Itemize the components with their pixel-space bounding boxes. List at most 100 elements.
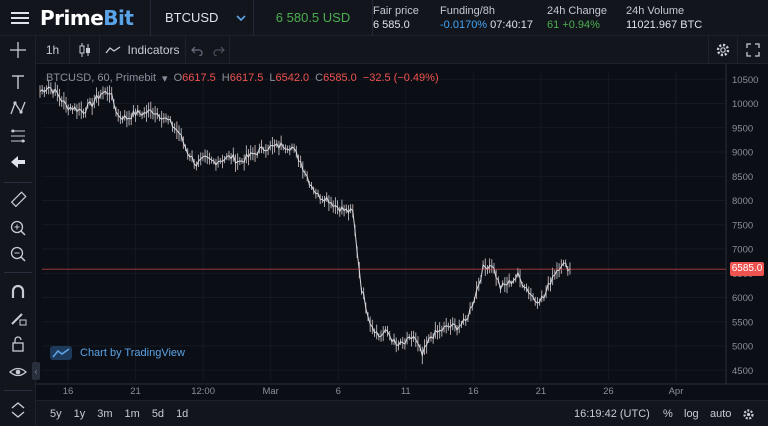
zoom-out-icon xyxy=(10,246,26,262)
undo-button[interactable] xyxy=(186,36,208,64)
gear-icon xyxy=(743,409,754,420)
pattern-icon xyxy=(10,101,26,115)
brand-logo[interactable]: PrimeBit xyxy=(40,5,134,30)
text-icon xyxy=(12,75,24,89)
range-button-3m[interactable]: 3m xyxy=(97,407,113,420)
percent-toggle[interactable]: % xyxy=(663,408,673,420)
volume-label: 24h Volume xyxy=(626,5,685,17)
collapse-tool[interactable] xyxy=(4,398,32,422)
price-chart[interactable]: 1050010000950090008500800075007000650060… xyxy=(32,64,768,400)
tradingview-badge[interactable]: Chart by TradingView xyxy=(50,346,185,360)
legend-low-label: L xyxy=(269,72,276,84)
x-tick-label: 21 xyxy=(536,386,547,397)
indicators-button[interactable]: Indicators xyxy=(100,35,186,64)
legend-change: −32.5 (−0.49%) xyxy=(362,72,439,84)
redo-button[interactable] xyxy=(208,35,230,64)
fair-price-value: 6 585.0 xyxy=(373,19,410,31)
divider xyxy=(253,0,254,36)
magnet-tool[interactable] xyxy=(4,280,32,304)
fib-tool[interactable] xyxy=(4,124,32,148)
x-tick-label: 12:00 xyxy=(191,386,215,397)
toolbar-divider xyxy=(4,272,32,273)
tradingview-badge-label: Chart by TradingView xyxy=(80,347,185,359)
auto-toggle[interactable]: auto xyxy=(710,408,732,420)
fair-price-label: Fair price xyxy=(373,5,419,17)
ruler-tool[interactable] xyxy=(4,188,32,212)
drawing-toolbar xyxy=(0,36,36,426)
legend-symbol: BTCUSD, 60, Primebit xyxy=(46,72,157,84)
y-tick-label: 4500 xyxy=(732,366,753,377)
change-stat: 24h Change 61 +0.94% xyxy=(547,4,607,32)
x-tick-label: 16 xyxy=(468,386,479,397)
cross-cursor-icon xyxy=(10,42,26,58)
pattern-tool[interactable] xyxy=(4,96,32,120)
magnet-icon xyxy=(11,284,25,298)
chevron-down-icon xyxy=(236,14,247,21)
ohlc-legend: BTCUSD, 60, Primebit ▾ O6617.5 H6617.5 L… xyxy=(46,72,439,85)
y-tick-label: 6000 xyxy=(732,293,753,304)
divider xyxy=(150,0,151,36)
legend-close-label: C xyxy=(315,72,324,84)
legend-open: 6617.5 xyxy=(182,72,216,84)
menu-button[interactable] xyxy=(0,0,40,36)
range-button-5y[interactable]: 5y xyxy=(50,407,62,420)
fullscreen-button[interactable] xyxy=(738,36,768,64)
top-header: PrimeBit BTCUSD 6 580.5 USD Fair price 6… xyxy=(0,0,768,36)
eye-icon xyxy=(9,367,27,377)
legend-close: 6585.0 xyxy=(323,72,357,84)
price-series-line xyxy=(39,86,571,358)
range-button-1m[interactable]: 1m xyxy=(124,407,140,420)
fibonacci-icon xyxy=(11,129,25,143)
chevron-up-down-icon xyxy=(11,402,25,418)
symbol-label: BTCUSD xyxy=(165,10,219,25)
back-tool[interactable] xyxy=(4,150,32,174)
settings-button[interactable] xyxy=(708,35,738,64)
visibility-tool[interactable] xyxy=(4,360,32,384)
lock-drawing-tool[interactable] xyxy=(4,306,32,330)
candles-icon xyxy=(79,42,90,57)
legend-dropdown-icon[interactable]: ▾ xyxy=(162,73,168,85)
range-button-1d[interactable]: 1d xyxy=(176,407,189,420)
chart-type-button[interactable] xyxy=(70,35,100,64)
current-price-tag: 6585.0 xyxy=(730,262,764,277)
divider xyxy=(372,0,373,36)
collapse-toolbar-handle[interactable]: ‹ xyxy=(32,362,40,380)
change-value: 61 +0.94% xyxy=(547,19,600,31)
zoom-out-tool[interactable] xyxy=(4,242,32,266)
ruler-icon xyxy=(10,191,27,208)
chart-canvas[interactable]: 1050010000950090008500800075007000650060… xyxy=(36,64,768,400)
pencil-lock-icon xyxy=(11,313,27,326)
range-button-1y[interactable]: 1y xyxy=(73,407,86,420)
gear-icon xyxy=(716,43,730,56)
zoom-in-icon xyxy=(10,220,26,236)
range-button-5d[interactable]: 5d xyxy=(151,407,165,420)
text-tool[interactable] xyxy=(4,70,32,94)
utc-clock[interactable]: 16:19:42 (UTC) xyxy=(574,408,650,420)
lock-tool[interactable] xyxy=(4,332,32,356)
symbol-selector[interactable]: BTCUSD xyxy=(151,0,253,36)
range-buttons: 5y 1y 3m 1m 5d 1d xyxy=(36,408,194,420)
indicators-icon xyxy=(105,45,121,53)
chart-settings-button[interactable] xyxy=(742,401,755,426)
y-tick-label: 9500 xyxy=(732,123,753,134)
volume-value: 11021.967 BTC xyxy=(626,19,703,31)
cursor-tool[interactable] xyxy=(4,38,32,62)
tradingview-logo-icon xyxy=(50,346,72,360)
last-price: 6 580.5 USD xyxy=(275,10,351,25)
lock-icon xyxy=(12,336,24,352)
y-tick-label: 8000 xyxy=(732,196,753,207)
interval-button[interactable]: 1h xyxy=(36,35,70,64)
zoom-in-tool[interactable] xyxy=(4,216,32,240)
chart-toolbar: 1h Indicators xyxy=(36,35,768,64)
y-tick-label: 7500 xyxy=(732,220,753,231)
log-toggle[interactable]: log xyxy=(684,408,699,420)
funding-label: Funding/8h xyxy=(440,5,496,17)
y-tick-label: 9000 xyxy=(732,148,753,159)
legend-high-label: H xyxy=(221,72,230,84)
undo-icon xyxy=(191,46,203,56)
x-tick-label: 16 xyxy=(63,386,74,397)
arrow-left-icon xyxy=(11,156,25,168)
bottom-toolbar: 5y 1y 3m 1m 5d 1d 16:19:42 (UTC) % log auto xyxy=(36,400,768,426)
volume-stat: 24h Volume 11021.967 BTC xyxy=(626,4,702,32)
redo-icon xyxy=(212,46,225,56)
